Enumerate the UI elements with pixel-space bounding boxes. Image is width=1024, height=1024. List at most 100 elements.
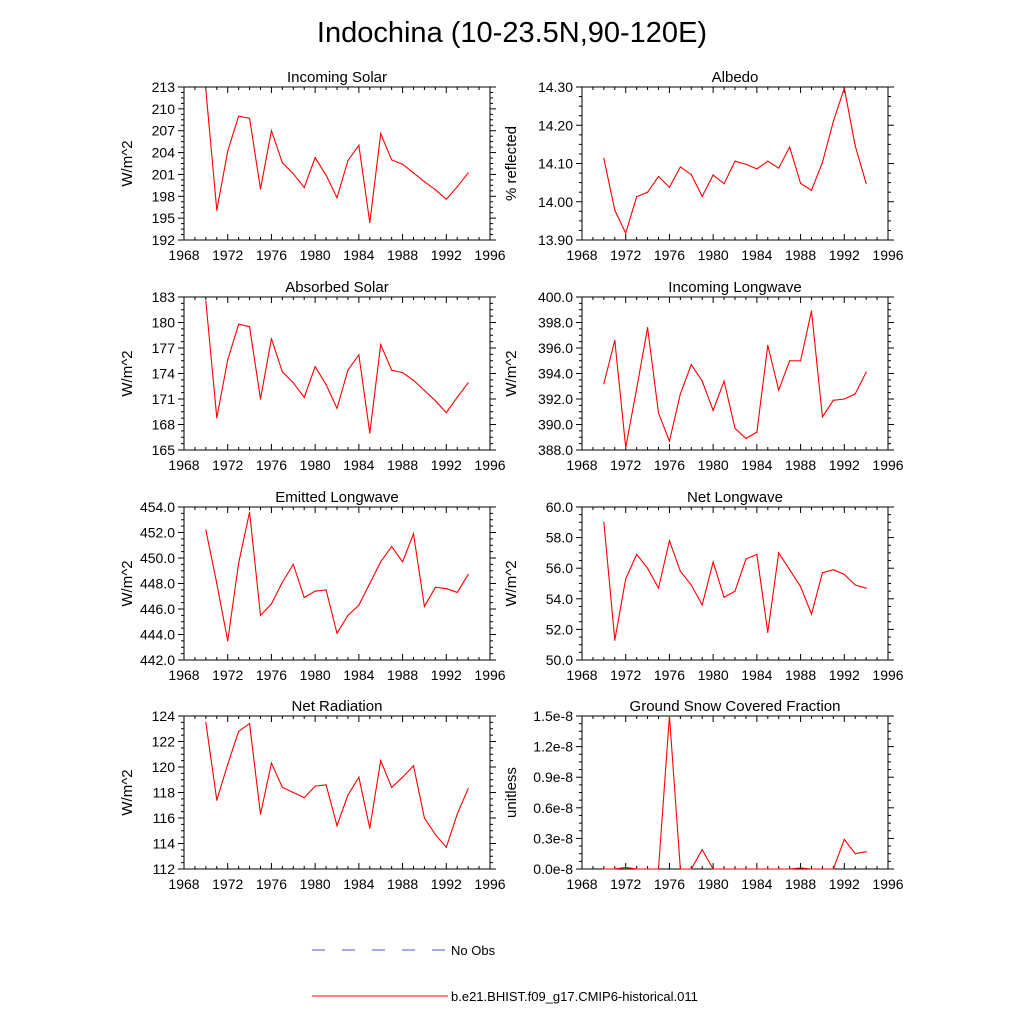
x-tick-label: 1968: [168, 876, 199, 892]
data-point: [456, 813, 458, 815]
y-tick-label: 1.2e-8: [533, 739, 573, 755]
data-point: [821, 416, 824, 418]
data-point: [380, 344, 382, 346]
y-tick-label: 398.0: [538, 315, 573, 331]
data-point: [756, 868, 758, 870]
data-point: [843, 87, 845, 89]
data-point: [723, 380, 725, 382]
data-point: [205, 300, 207, 302]
x-tick-label: 1972: [610, 247, 641, 263]
data-point: [401, 776, 404, 778]
x-tick-label: 1968: [566, 876, 597, 892]
panel-title: Incoming Solar: [287, 69, 387, 86]
y-tick-label: 54.0: [546, 591, 573, 607]
x-tick-label: 1976: [256, 876, 287, 892]
data-point: [259, 813, 262, 815]
data-point: [358, 354, 360, 356]
data-point: [734, 160, 736, 162]
y-axis-label: W/m^2: [503, 350, 520, 396]
data-point: [778, 868, 780, 870]
data-point: [227, 640, 229, 642]
y-axis-label: W/m^2: [119, 140, 136, 186]
data-point: [832, 120, 834, 123]
x-tick-label: 1996: [872, 247, 903, 263]
data-point: [636, 868, 638, 870]
y-tick-label: 195: [152, 210, 176, 226]
x-tick-label: 1996: [872, 667, 903, 683]
x-tick-label: 1980: [698, 667, 729, 683]
data-point: [380, 760, 382, 762]
data-point: [778, 167, 780, 169]
data-point: [745, 558, 747, 560]
y-tick-label: 198: [152, 188, 176, 204]
data-point: [821, 572, 824, 574]
x-tick-label: 1976: [654, 667, 685, 683]
data-point: [270, 762, 273, 764]
x-tick-label: 1992: [829, 667, 860, 683]
y-axis-label: unitless: [503, 767, 520, 818]
y-tick-label: 50.0: [546, 652, 573, 668]
data-point: [445, 588, 447, 590]
y-tick-label: 390.0: [538, 417, 573, 433]
x-tick-label: 1972: [212, 667, 243, 683]
x-tick-label: 1992: [829, 247, 860, 263]
x-tick-label: 1976: [654, 876, 685, 892]
legend-label: b.e21.BHIST.f09_g17.CMIP6-historical.011: [451, 989, 698, 1004]
data-point: [767, 160, 769, 162]
data-point: [325, 174, 327, 176]
data-point: [614, 209, 616, 211]
x-tick-label: 1988: [387, 667, 418, 683]
data-point: [401, 372, 404, 374]
data-point: [854, 853, 856, 855]
data-point: [248, 511, 251, 513]
data-point: [657, 587, 660, 589]
data-point: [216, 799, 218, 801]
series-line: [205, 89, 469, 223]
panel-5: 1968 1972 1976 1980 1984 1988 1992 1996 442.0 444…: [119, 489, 506, 683]
data-point: [205, 89, 207, 91]
data-point: [821, 161, 824, 163]
y-tick-label: 192: [152, 232, 176, 248]
data-point: [434, 586, 436, 588]
data-point: [668, 540, 671, 542]
data-point: [314, 785, 316, 787]
data-point: [799, 360, 802, 362]
data-point: [303, 596, 305, 599]
data-point: [657, 412, 660, 414]
x-tick-label: 1984: [343, 667, 374, 683]
data-point: [248, 117, 251, 119]
data-point: [205, 529, 207, 531]
x-tick-label: 1984: [741, 457, 772, 473]
x-tick-label: 1984: [741, 667, 772, 683]
y-tick-label: 392.0: [538, 391, 573, 407]
data-point: [325, 383, 327, 386]
data-point: [745, 868, 747, 870]
data-point: [401, 561, 404, 563]
data-point: [281, 371, 283, 373]
y-tick-label: 442.0: [140, 652, 175, 668]
data-point: [799, 867, 802, 869]
figure-title: Indochina (10-23.5N,90-120E): [317, 17, 707, 49]
data-point: [865, 851, 867, 853]
data-point: [810, 310, 813, 312]
x-tick-label: 1984: [741, 247, 772, 263]
data-point: [625, 866, 627, 869]
data-point: [625, 446, 627, 449]
data-point: [723, 868, 725, 870]
y-tick-label: 1.5e-8: [533, 708, 573, 724]
data-point: [854, 145, 856, 147]
y-tick-label: 116: [153, 810, 176, 826]
data-point: [325, 589, 327, 591]
data-point: [314, 366, 316, 368]
data-point: [865, 587, 867, 589]
x-tick-label: 1968: [566, 247, 597, 263]
data-point: [690, 868, 692, 870]
y-axis-label: % reflected: [503, 126, 520, 201]
x-tick-label: 1988: [387, 876, 418, 892]
data-point: [679, 868, 681, 870]
data-point: [734, 427, 736, 429]
x-tick-label: 1988: [785, 457, 816, 473]
data-point: [216, 209, 218, 211]
data-point: [467, 382, 469, 384]
x-tick-label: 1972: [212, 457, 243, 473]
